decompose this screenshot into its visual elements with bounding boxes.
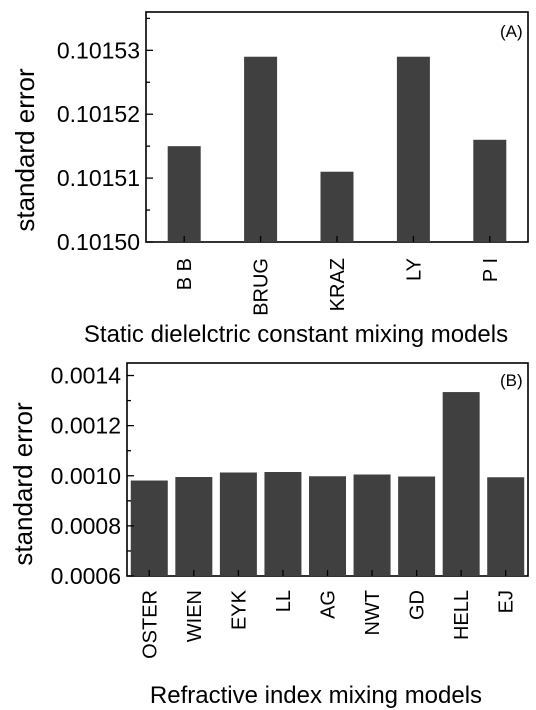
x-ticks-b: OSTER WIEN EYK LL AG NWT GD HELL EJ <box>139 570 517 659</box>
bar-wien <box>175 477 212 576</box>
y-tick-label: 0.0012 <box>51 413 121 439</box>
y-tick-label: 0.10153 <box>57 37 140 63</box>
x-tick-label: GD <box>407 590 429 620</box>
x-tick-label: KRAZ <box>327 258 349 311</box>
y-tick-label: 0.10150 <box>57 229 140 255</box>
bar-hell <box>443 392 480 576</box>
bars-b <box>131 392 524 576</box>
y-ticks-a: 0.10150 0.10151 0.10152 0.10153 <box>57 18 153 255</box>
bar-ll <box>264 472 301 576</box>
x-tick-label: LL <box>273 590 295 612</box>
panel-label-a: (A) <box>500 22 523 41</box>
x-tick-label: EJ <box>496 590 518 613</box>
x-tick-label: P I <box>480 258 502 282</box>
y-tick-label: 0.0008 <box>51 513 121 539</box>
panel-label-b: (B) <box>500 371 523 390</box>
bar-kraz <box>321 172 354 242</box>
x-tick-label: EYK <box>228 589 250 630</box>
y-tick-label: 0.10151 <box>57 165 140 191</box>
x-ticks-a: B B BRUG KRAZ LY P I <box>174 236 502 316</box>
y-ticks-b: 0.0006 0.0008 0.0010 0.0012 0.0014 <box>51 363 134 589</box>
x-tick-label: WIEN <box>184 590 206 642</box>
y-tick-label: 0.0010 <box>51 463 121 489</box>
x-tick-label: BRUG <box>251 258 273 316</box>
bar-ag <box>309 476 346 576</box>
bar-p-i <box>473 140 506 242</box>
x-tick-label: LY <box>403 258 425 281</box>
bars-a <box>168 57 507 242</box>
bar-eyk <box>220 473 257 576</box>
x-tick-label: HELL <box>451 590 473 640</box>
x-tick-label: AG <box>318 590 340 619</box>
bar-ly <box>397 57 430 242</box>
y-tick-label: 0.0014 <box>51 363 122 389</box>
chart-a: 0.10150 0.10151 0.10152 0.10153 B B BRUG KRAZ… <box>10 12 528 348</box>
bar-nwt <box>354 475 391 576</box>
bar-ej <box>487 477 524 576</box>
y-tick-label: 0.10152 <box>57 101 140 127</box>
y-axis-label-b: standard error <box>8 402 38 566</box>
x-axis-label-b: Refractive index mixing models <box>150 682 482 709</box>
bar-gd <box>398 477 435 576</box>
y-tick-label: 0.0006 <box>51 563 121 589</box>
chart-b: 0.0006 0.0008 0.0010 0.0012 0.0014 OSTER WIEN… <box>8 363 528 709</box>
bar-brug <box>244 57 277 242</box>
x-tick-label: OSTER <box>139 590 161 659</box>
x-tick-label: NWT <box>362 590 384 636</box>
bar-oster <box>131 481 168 576</box>
x-axis-label-a: Static dielelctric constant mixing model… <box>84 321 508 348</box>
bar-b-b <box>168 146 201 242</box>
x-tick-label: B B <box>174 258 196 290</box>
y-axis-label-a: standard error <box>10 68 40 232</box>
